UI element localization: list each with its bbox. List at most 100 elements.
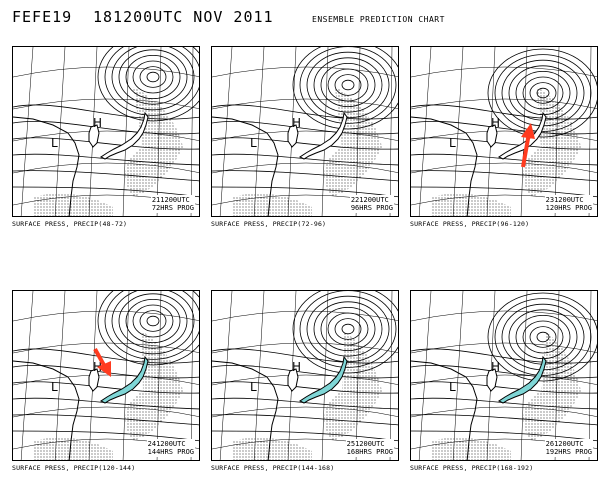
arrow-icon bbox=[93, 348, 107, 368]
isobar bbox=[139, 66, 167, 88]
valid-stamp: 211200UTC 72HRS PROG bbox=[150, 195, 195, 213]
valid-time: 211200UTC bbox=[151, 196, 190, 204]
panel-caption: SURFACE PRESS, PRECIP(168-192) bbox=[410, 464, 534, 472]
valid-stamp: 231200UTC 120HRS PROG bbox=[544, 195, 593, 213]
latitude-line bbox=[13, 310, 199, 322]
longitude-line bbox=[321, 47, 329, 216]
longitude-line bbox=[389, 291, 393, 460]
latitude-line bbox=[212, 342, 398, 354]
isobar bbox=[146, 315, 160, 327]
latitude-line bbox=[212, 130, 398, 142]
isobar bbox=[13, 430, 199, 442]
low-pressure-label: L bbox=[51, 380, 58, 394]
longitude-line bbox=[321, 291, 329, 460]
isobar bbox=[487, 48, 597, 138]
isobar bbox=[97, 291, 199, 366]
longitude-line bbox=[190, 291, 194, 460]
isobar bbox=[411, 186, 597, 198]
isobar bbox=[299, 291, 397, 368]
latitude-line bbox=[212, 66, 398, 78]
isobar bbox=[111, 47, 195, 111]
coastline bbox=[411, 360, 478, 460]
latitude-line bbox=[13, 66, 199, 78]
surface-pressure-map: LH bbox=[411, 47, 597, 216]
latitude-line bbox=[13, 374, 199, 386]
longitude-line bbox=[355, 47, 361, 216]
isobar bbox=[299, 47, 397, 124]
isobar bbox=[411, 153, 597, 166]
low-pressure-label: L bbox=[250, 380, 257, 394]
isobar bbox=[494, 298, 592, 376]
isobar bbox=[515, 314, 571, 360]
latitude-line bbox=[411, 130, 597, 142]
high-pressure-label: H bbox=[491, 116, 500, 130]
map-layer: LH bbox=[411, 291, 597, 460]
korea-coastline bbox=[287, 368, 299, 392]
panel-caption: SURFACE PRESS, PRECIP(96-120) bbox=[410, 220, 530, 228]
valid-time: 231200UTC bbox=[545, 196, 584, 204]
isobar bbox=[487, 292, 597, 382]
latitude-line bbox=[212, 98, 398, 110]
valid-time: 261200UTC bbox=[545, 440, 584, 448]
isobar bbox=[13, 414, 199, 426]
high-pressure-label: H bbox=[292, 360, 301, 374]
valid-time: 241200UTC bbox=[147, 440, 186, 448]
forecast-panel-144h: LH 241200UTC 144HRS PROG bbox=[12, 290, 200, 461]
longitude-line bbox=[520, 291, 528, 460]
isobar bbox=[411, 397, 597, 410]
korea-coastline bbox=[486, 124, 498, 148]
map-layer: LH bbox=[13, 291, 199, 460]
latitude-line bbox=[411, 310, 597, 322]
isobar bbox=[13, 348, 199, 364]
precip-area bbox=[125, 331, 183, 441]
surface-pressure-map: LH bbox=[13, 291, 199, 460]
isobar bbox=[292, 291, 398, 374]
isobar bbox=[292, 47, 398, 130]
isobar bbox=[411, 430, 597, 442]
surface-pressure-map: LH bbox=[13, 47, 199, 216]
latitude-line bbox=[411, 66, 597, 78]
longitude-line bbox=[190, 47, 194, 216]
prog-hours: 192HRS PROG bbox=[545, 448, 592, 456]
longitude-line bbox=[20, 291, 34, 460]
isobar bbox=[13, 153, 199, 166]
isobar bbox=[111, 291, 195, 355]
isobar bbox=[212, 170, 398, 182]
precip-area bbox=[324, 331, 382, 441]
high-pressure-label: H bbox=[93, 116, 102, 130]
isobar bbox=[522, 320, 564, 354]
longitude-line bbox=[122, 291, 130, 460]
longitude-line bbox=[20, 47, 34, 216]
precip-area bbox=[33, 193, 113, 216]
panel-caption: SURFACE PRESS, PRECIP(120-144) bbox=[12, 464, 136, 472]
isobar bbox=[327, 312, 369, 346]
isobar bbox=[13, 104, 199, 120]
japan-coastline bbox=[100, 355, 149, 404]
longitude-line bbox=[219, 47, 233, 216]
precip-area bbox=[431, 437, 511, 460]
low-pressure-label: L bbox=[250, 136, 257, 150]
isobar bbox=[341, 323, 355, 335]
japan-coastline bbox=[299, 355, 348, 404]
valid-time: 251200UTC bbox=[346, 440, 385, 448]
isobar bbox=[411, 414, 597, 426]
japan-coastline bbox=[299, 111, 348, 160]
isobar bbox=[118, 293, 188, 349]
product-code: FEFE19 bbox=[12, 8, 73, 26]
prog-hours: 120HRS PROG bbox=[545, 204, 592, 212]
valid-stamp: 241200UTC 144HRS PROG bbox=[146, 439, 195, 457]
latitude-line bbox=[411, 374, 597, 386]
isobar bbox=[411, 104, 597, 120]
korea-coastline bbox=[486, 368, 498, 392]
isobar bbox=[341, 79, 355, 91]
isobar bbox=[306, 295, 390, 363]
map-layer: LH bbox=[212, 291, 398, 460]
longitude-line bbox=[54, 291, 66, 460]
longitude-line bbox=[219, 291, 233, 460]
precip-area bbox=[523, 87, 581, 197]
isobar bbox=[125, 298, 181, 344]
isobar bbox=[13, 186, 199, 198]
isobar bbox=[320, 62, 376, 108]
